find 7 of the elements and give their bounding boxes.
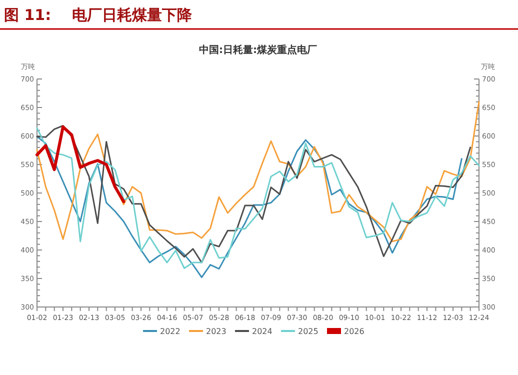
legend-label: 2023 bbox=[206, 327, 226, 336]
legend-label: 2026 bbox=[344, 327, 364, 336]
legend-label: 2024 bbox=[252, 327, 272, 336]
legend-label: 2022 bbox=[160, 327, 180, 336]
chart-subtitle: 中国:日耗量:煤炭重点电厂 bbox=[199, 44, 317, 56]
chart-title: 图 11: 电厂日耗煤量下降 bbox=[4, 6, 193, 24]
legend-label: 2025 bbox=[298, 327, 318, 336]
